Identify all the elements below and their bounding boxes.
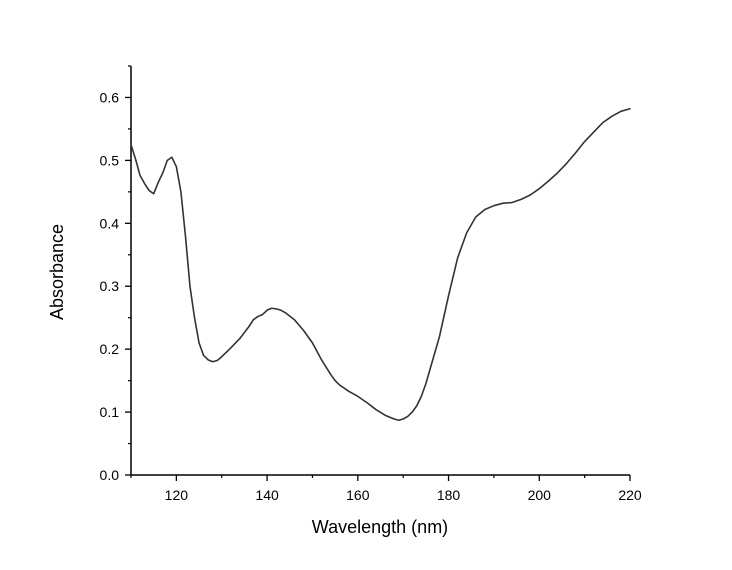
y-ticks: 0.0 0.1 0.2 0.3 0.4 0.5 0.6 [100, 65, 131, 483]
y-tick-label: 0.4 [100, 215, 120, 231]
x-ticks: 120 140 160 180 200 220 [130, 475, 642, 503]
x-tick-label: 140 [255, 487, 279, 503]
y-tick-label: 0.0 [100, 467, 120, 483]
y-axis-title: Absorbance [47, 224, 67, 320]
chart-axes [130, 66, 630, 476]
y-tick-label: 0.1 [100, 404, 120, 420]
y-tick-label: 0.3 [100, 278, 120, 294]
y-tick-label: 0.5 [100, 152, 120, 168]
y-tick-label: 0.6 [100, 89, 120, 105]
x-tick-label: 120 [165, 487, 189, 503]
absorbance-series-line [130, 107, 631, 422]
x-tick-label: 160 [346, 487, 370, 503]
x-tick-label: 200 [528, 487, 552, 503]
series-group [130, 107, 631, 422]
x-tick-label: 180 [437, 487, 461, 503]
x-tick-label: 220 [618, 487, 642, 503]
x-axis-title: Wavelength (nm) [312, 517, 448, 537]
y-tick-label: 0.2 [100, 341, 120, 357]
